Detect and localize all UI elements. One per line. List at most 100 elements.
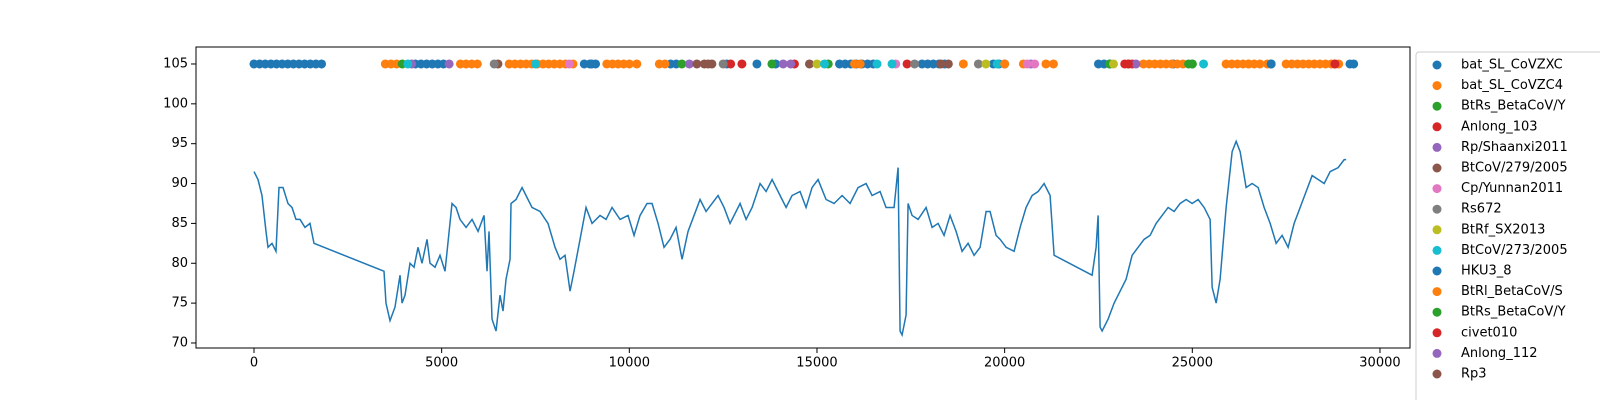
scatter-point [726, 59, 736, 69]
legend-marker [1432, 184, 1442, 194]
x-tick-label: 15000 [796, 356, 837, 371]
legend-label: civet010 [1461, 325, 1517, 340]
scatter-point [1108, 59, 1118, 69]
scatter-point [587, 59, 597, 69]
scatter-point [660, 59, 670, 69]
legend [1415, 51, 1600, 400]
scatter-point [403, 59, 413, 69]
y-tick-label: 75 [171, 296, 188, 311]
legend-marker [1432, 60, 1442, 70]
plot-area [249, 59, 1359, 338]
y-tick-label: 80 [171, 256, 188, 271]
x-tick-label: 0 [250, 356, 258, 371]
scatter-point [317, 59, 327, 69]
legend-marker [1432, 163, 1442, 173]
scatter-point [632, 59, 642, 69]
scatter-point [489, 59, 499, 69]
scatter-point [973, 59, 983, 69]
scatter-point [677, 59, 687, 69]
scatter-point [692, 59, 702, 69]
legend-label: bat_SL_CoVZC4 [1461, 78, 1563, 93]
scatter-point [530, 59, 540, 69]
scatter-point [1131, 59, 1141, 69]
legend-marker [1432, 328, 1442, 338]
scatter-point [910, 59, 920, 69]
scatter-point [1048, 59, 1058, 69]
scatter-point [1330, 59, 1340, 69]
scatter-point [1244, 59, 1254, 69]
line [253, 139, 1347, 338]
y-tick-label: 95 [171, 136, 188, 151]
legend-label: BtCoV/279/2005 [1461, 161, 1568, 176]
scatter-point [1000, 59, 1010, 69]
scatter-point [1124, 59, 1134, 69]
scatter-point [1266, 59, 1276, 69]
scatter-point [786, 59, 796, 69]
scatter-point [703, 59, 713, 69]
x-tick-label: 30000 [1359, 356, 1400, 371]
legend-marker [1432, 225, 1442, 235]
legend-marker [1432, 369, 1442, 379]
legend-label: Cp/Yunnan2011 [1461, 181, 1563, 196]
scatter-point [684, 59, 694, 69]
scatter-point [778, 59, 788, 69]
legend-label: Rp/Shaanxi2011 [1461, 140, 1568, 155]
scatter-point [624, 59, 634, 69]
legend-label: HKU3_8 [1461, 264, 1512, 279]
scatter-point [812, 59, 822, 69]
legend-label: BtRs_BetaCoV/Y [1461, 99, 1566, 114]
legend-label: bat_SL_CoVZXC [1461, 58, 1563, 73]
legend-label: BtRf_SX2013 [1461, 222, 1545, 237]
scatter-point [887, 59, 897, 69]
legend-marker [1432, 287, 1442, 297]
legend-marker [1432, 348, 1442, 358]
legend-marker [1432, 142, 1442, 152]
scatter-point [958, 59, 968, 69]
y-tick-label: 90 [171, 176, 188, 191]
scatter-point [444, 59, 454, 69]
scatter-point [936, 59, 946, 69]
scatter-point [737, 59, 747, 69]
x-tick-label: 20000 [984, 356, 1025, 371]
legend-label: BtRl_BetaCoV/S [1461, 284, 1563, 299]
scatter-point [804, 59, 814, 69]
x-tick-label: 10000 [609, 356, 650, 371]
scatter-point [981, 59, 991, 69]
legend-marker [1432, 245, 1442, 255]
scatter-point [855, 59, 865, 69]
legend-marker [1432, 204, 1442, 214]
scatter-point [1030, 59, 1040, 69]
scatter-point [1349, 59, 1359, 69]
scatter-point [1187, 59, 1197, 69]
scatter-point [1199, 59, 1209, 69]
legend-marker [1432, 122, 1442, 132]
legend-marker [1432, 307, 1442, 317]
y-tick-label: 70 [171, 335, 188, 350]
scatter-point [767, 59, 777, 69]
scatter-point [992, 59, 1002, 69]
y-tick-label: 85 [171, 216, 188, 231]
axes-frame [195, 46, 1411, 349]
legend-label: BtRs_BetaCoV/Y [1461, 305, 1566, 320]
scatter-point [902, 59, 912, 69]
scatter-point [472, 59, 482, 69]
y-tick-label: 100 [163, 96, 188, 111]
legend-entries: bat_SL_CoVZXC bat_SL_CoVZC4 BtRs_BetaCoV/Y… [1432, 58, 1568, 382]
legend-label: Rp3 [1461, 367, 1487, 382]
scatter-point [752, 59, 762, 69]
legend-label: Rs672 [1461, 202, 1502, 217]
x-tick-label: 25000 [1172, 356, 1213, 371]
legend-label: Anlong_112 [1461, 346, 1538, 361]
scatter-point [1041, 59, 1051, 69]
scatter-point [718, 59, 728, 69]
scatter-point [872, 59, 882, 69]
scatter-point [943, 59, 953, 69]
scatter-point [1255, 59, 1265, 69]
legend-marker [1432, 266, 1442, 276]
y-tick-label: 105 [163, 56, 188, 71]
legend-marker [1432, 101, 1442, 111]
x-tick-label: 5000 [425, 356, 458, 371]
legend-label: Anlong_103 [1461, 119, 1538, 134]
